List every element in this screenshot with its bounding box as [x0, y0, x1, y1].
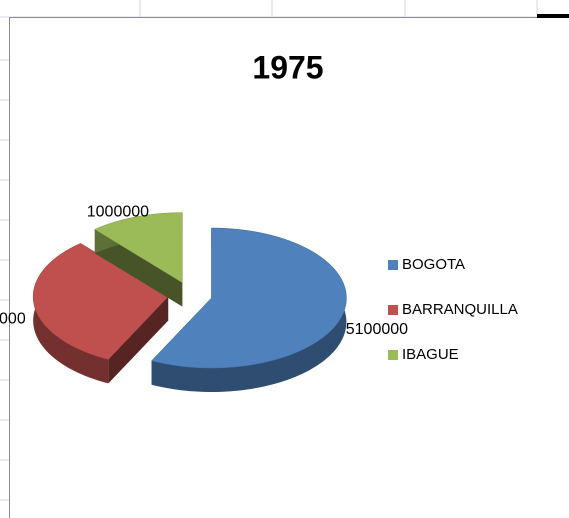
- slice-side: [108, 296, 169, 384]
- selection-handle: [537, 14, 569, 18]
- slice: [32, 243, 169, 384]
- data-label: 2800000: [0, 311, 26, 328]
- data-label: 1000000: [87, 204, 149, 221]
- legend-swatch: [388, 350, 398, 360]
- slice-top: [151, 227, 347, 369]
- slice-side: [94, 229, 183, 307]
- data-label: 5100000: [346, 321, 408, 338]
- legend-swatch: [388, 305, 398, 315]
- legend-label: IBAGUE: [402, 346, 459, 363]
- chart-title: 1975: [252, 49, 323, 85]
- slice: [151, 227, 347, 393]
- legend-label: BOGOTA: [402, 256, 465, 273]
- slice-edge: [151, 228, 347, 393]
- slice-top: [32, 243, 169, 360]
- slice-top: [94, 212, 183, 284]
- slice: [94, 212, 183, 307]
- legend-swatch: [388, 260, 398, 270]
- legend-label: BARRANQUILLA: [402, 301, 518, 318]
